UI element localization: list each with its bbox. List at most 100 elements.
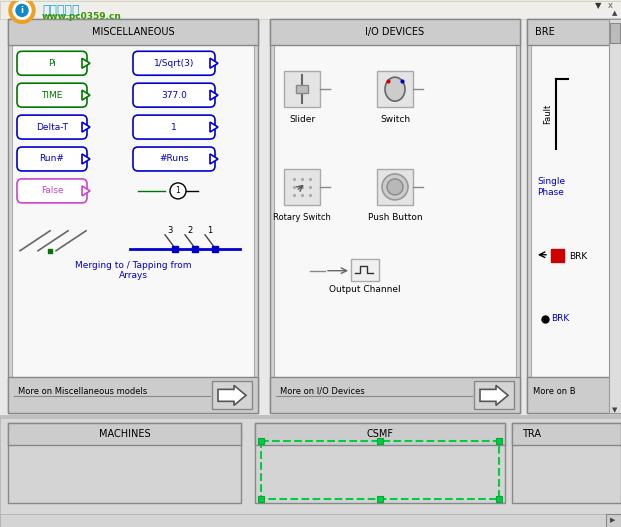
Polygon shape bbox=[82, 90, 90, 100]
Text: False: False bbox=[41, 187, 63, 196]
Text: Fault: Fault bbox=[543, 104, 553, 124]
Text: Rotary Switch: Rotary Switch bbox=[273, 213, 331, 222]
Bar bbox=[12, 45, 254, 377]
Bar bbox=[8, 19, 258, 413]
Circle shape bbox=[170, 183, 186, 199]
Bar bbox=[610, 23, 620, 43]
Bar bbox=[0, 415, 621, 419]
Text: 1/Sqrt(3): 1/Sqrt(3) bbox=[154, 58, 194, 68]
Text: i: i bbox=[20, 6, 24, 15]
FancyBboxPatch shape bbox=[17, 179, 87, 203]
Polygon shape bbox=[218, 385, 246, 405]
Bar bbox=[531, 45, 621, 377]
Text: Slider: Slider bbox=[289, 115, 315, 124]
Text: Output Channel: Output Channel bbox=[329, 285, 401, 294]
Bar bbox=[377, 169, 413, 205]
Bar bbox=[496, 496, 502, 502]
Text: #Runs: #Runs bbox=[159, 154, 189, 163]
Text: 2: 2 bbox=[188, 226, 193, 235]
FancyBboxPatch shape bbox=[133, 115, 215, 139]
Bar bbox=[8, 19, 258, 45]
FancyBboxPatch shape bbox=[17, 51, 87, 75]
Text: www.pc0359.cn: www.pc0359.cn bbox=[42, 13, 122, 22]
Text: Pi: Pi bbox=[48, 58, 56, 68]
FancyBboxPatch shape bbox=[133, 83, 215, 107]
Text: 河东软件园: 河东软件园 bbox=[42, 4, 79, 17]
Text: CSMF: CSMF bbox=[366, 430, 394, 439]
Text: ▼: ▼ bbox=[595, 1, 601, 10]
Bar bbox=[474, 382, 514, 409]
Polygon shape bbox=[210, 90, 218, 100]
Bar bbox=[527, 19, 621, 45]
Polygon shape bbox=[210, 154, 218, 164]
Text: 377.0: 377.0 bbox=[161, 91, 187, 100]
Text: ▼: ▼ bbox=[612, 407, 618, 413]
Text: MISCELLANEOUS: MISCELLANEOUS bbox=[92, 27, 175, 37]
Text: More on I/O Devices: More on I/O Devices bbox=[280, 387, 365, 396]
Text: TRA: TRA bbox=[522, 430, 541, 439]
Text: BRE: BRE bbox=[535, 27, 555, 37]
Bar bbox=[377, 71, 413, 107]
Circle shape bbox=[387, 179, 403, 195]
FancyBboxPatch shape bbox=[17, 147, 87, 171]
Text: ▲: ▲ bbox=[612, 11, 618, 16]
Bar bbox=[512, 423, 621, 503]
Bar bbox=[609, 19, 621, 413]
Bar bbox=[0, 415, 621, 527]
Text: More on Miscellaneous models: More on Miscellaneous models bbox=[18, 387, 147, 396]
Ellipse shape bbox=[385, 77, 405, 101]
Bar bbox=[377, 438, 383, 444]
Bar bbox=[377, 496, 383, 502]
Bar bbox=[274, 45, 516, 377]
Text: BRK: BRK bbox=[551, 314, 569, 323]
Text: Switch: Switch bbox=[380, 115, 410, 124]
Bar bbox=[351, 259, 379, 281]
Text: More on B: More on B bbox=[533, 387, 576, 396]
Polygon shape bbox=[82, 186, 90, 196]
Circle shape bbox=[16, 4, 28, 16]
Bar bbox=[606, 514, 621, 527]
FancyBboxPatch shape bbox=[133, 51, 215, 75]
FancyBboxPatch shape bbox=[133, 147, 215, 171]
Bar bbox=[255, 423, 505, 445]
Bar bbox=[496, 438, 502, 444]
Text: BRK: BRK bbox=[569, 252, 587, 261]
Text: Single
Phase: Single Phase bbox=[537, 177, 565, 197]
Bar bbox=[255, 423, 505, 503]
Circle shape bbox=[9, 0, 35, 23]
Bar bbox=[270, 19, 520, 413]
Polygon shape bbox=[82, 154, 90, 164]
Bar bbox=[8, 423, 241, 445]
Text: Push Button: Push Button bbox=[368, 213, 422, 222]
Text: Merging to / Tapping from
Arrays: Merging to / Tapping from Arrays bbox=[75, 261, 191, 280]
Text: ▶: ▶ bbox=[610, 517, 615, 523]
Bar bbox=[270, 19, 520, 45]
FancyBboxPatch shape bbox=[17, 83, 87, 107]
Text: I/O DEVICES: I/O DEVICES bbox=[365, 27, 425, 37]
Bar bbox=[551, 249, 564, 262]
Bar bbox=[284, 71, 320, 107]
FancyBboxPatch shape bbox=[17, 115, 87, 139]
Text: 3: 3 bbox=[167, 226, 173, 235]
Bar bbox=[527, 377, 621, 413]
Bar bbox=[527, 19, 621, 413]
Bar bbox=[8, 423, 241, 503]
Bar bbox=[258, 438, 264, 444]
Circle shape bbox=[13, 2, 31, 19]
Text: Run#: Run# bbox=[40, 154, 65, 163]
Bar bbox=[212, 382, 252, 409]
Text: Delta-T: Delta-T bbox=[36, 123, 68, 132]
Bar bbox=[296, 85, 308, 93]
Bar bbox=[512, 423, 621, 445]
Bar bbox=[0, 514, 621, 527]
Text: TIME: TIME bbox=[42, 91, 63, 100]
Text: 1: 1 bbox=[207, 226, 212, 235]
Circle shape bbox=[382, 174, 408, 200]
Bar bbox=[8, 377, 258, 413]
Polygon shape bbox=[82, 122, 90, 132]
Text: 1: 1 bbox=[171, 123, 177, 132]
Polygon shape bbox=[480, 385, 508, 405]
Bar bbox=[0, 2, 621, 19]
Text: x: x bbox=[607, 1, 612, 10]
Polygon shape bbox=[210, 122, 218, 132]
